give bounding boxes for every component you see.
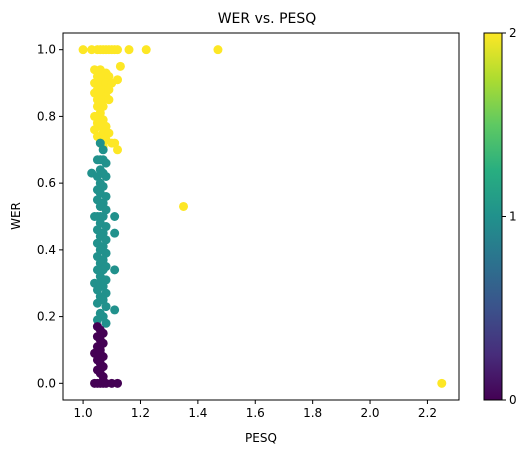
scatter-point	[213, 45, 223, 55]
scatter-point	[104, 95, 114, 105]
scatter-point	[98, 145, 108, 155]
y-tick-label: 0.8	[37, 109, 56, 123]
x-tick-label: 1.2	[131, 406, 150, 420]
scatter-point	[101, 171, 111, 181]
x-tick-label: 2.0	[360, 406, 379, 420]
scatter-point	[179, 201, 189, 211]
scatter-point	[78, 45, 88, 55]
colorbar-tick-label: 1	[509, 210, 517, 224]
scatter-point	[124, 45, 134, 55]
scatter-point	[92, 298, 102, 308]
scatter-point	[101, 302, 111, 312]
scatter-point	[113, 45, 123, 55]
x-tick-label: 2.2	[418, 406, 437, 420]
scatter-point	[437, 378, 447, 388]
scatter-point	[101, 318, 111, 328]
scatter-point	[110, 228, 120, 238]
colorbar-ticks: 0 1 2	[502, 26, 517, 407]
scatter-point	[141, 45, 151, 55]
y-tick-label: 0.6	[37, 176, 56, 190]
colorbar-tick-label: 0	[509, 393, 517, 407]
scatter-point	[113, 378, 123, 388]
colorbar-tick-label: 2	[509, 26, 517, 40]
chart-title: WER vs. PESQ	[218, 11, 317, 27]
x-tick-label: 1.6	[246, 406, 265, 420]
y-tick-label: 0.4	[37, 243, 56, 257]
x-axis-ticks: 1.0 1.2 1.4 1.6 1.8 2.0 2.2	[74, 400, 437, 420]
x-tick-label: 1.4	[188, 406, 207, 420]
scatter-point	[110, 265, 120, 275]
y-tick-label: 0.2	[37, 310, 56, 324]
scatter-point	[110, 305, 120, 315]
y-axis-ticks: 0.0 0.2 0.4 0.6 0.8 1.0	[37, 43, 63, 390]
y-tick-label: 0.0	[37, 376, 56, 390]
y-axis-label: WER	[9, 202, 23, 230]
scatter-point	[113, 145, 123, 155]
scatter-point	[115, 61, 125, 71]
plot-area-frame	[62, 32, 460, 401]
points-layer	[78, 45, 447, 388]
x-tick-label: 1.8	[303, 406, 322, 420]
y-tick-label: 1.0	[37, 43, 56, 57]
scatter-point	[110, 212, 120, 221]
x-axis-label: PESQ	[245, 431, 277, 445]
scatter-point	[92, 315, 102, 325]
x-tick-label: 1.0	[74, 406, 93, 420]
scatter-point	[101, 158, 111, 168]
colorbar	[483, 32, 503, 401]
